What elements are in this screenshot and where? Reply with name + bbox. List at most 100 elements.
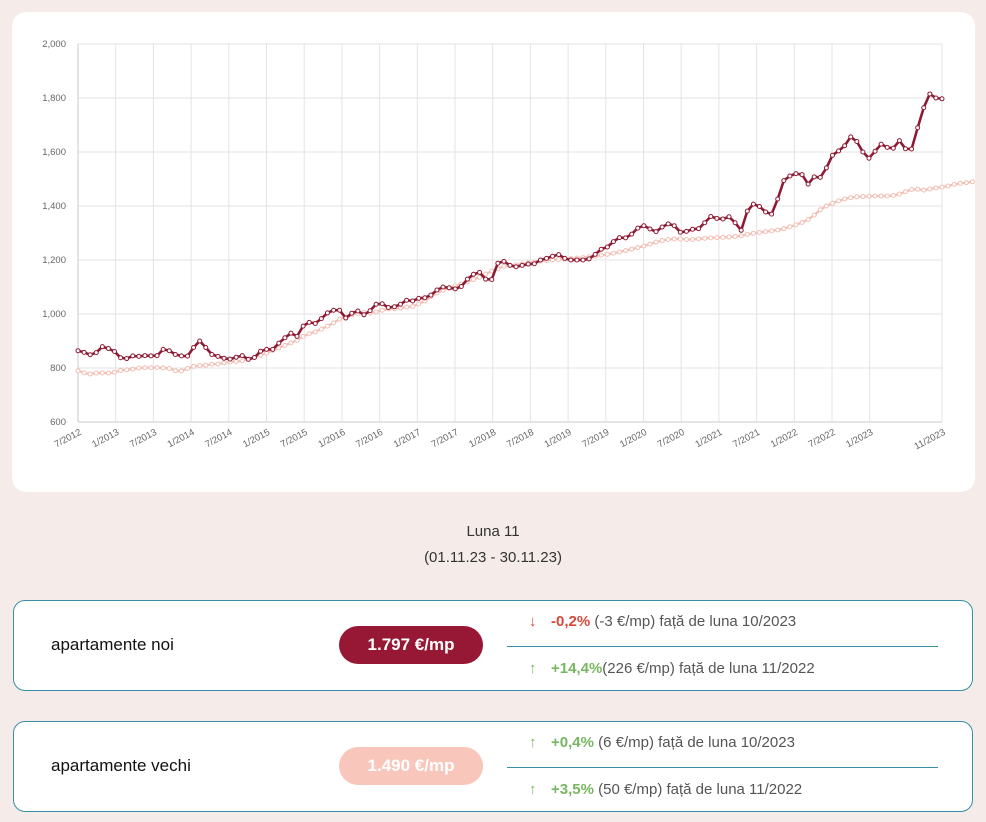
- y-tick-label: 1,600: [42, 147, 66, 158]
- data-point-apartamente_vechi: [501, 263, 507, 269]
- data-point-apartamente_noi: [829, 152, 835, 158]
- data-point-apartamente_vechi: [136, 365, 142, 371]
- data-point-apartamente_noi: [312, 320, 318, 326]
- data-point-apartamente_noi: [793, 171, 799, 177]
- arrow-up-icon: ↑: [529, 781, 537, 798]
- data-point-apartamente_noi: [531, 261, 537, 267]
- data-point-apartamente_vechi: [677, 236, 683, 242]
- data-point-apartamente_noi: [136, 353, 142, 359]
- data-point-apartamente_vechi: [793, 222, 799, 228]
- data-point-apartamente_noi: [306, 319, 312, 325]
- card-title: apartamente noi: [51, 635, 174, 654]
- data-point-apartamente_noi: [696, 226, 702, 232]
- new-apartments-card: apartamente noi 1.797 €/mp ↓ -0,2% (-3 €/…: [13, 600, 973, 691]
- data-point-apartamente_vechi: [373, 309, 379, 315]
- data-point-apartamente_noi: [775, 196, 781, 202]
- data-point-apartamente_vechi: [647, 241, 653, 247]
- yearly-change-percent: +3,5%: [551, 781, 594, 798]
- data-point-apartamente_noi: [239, 353, 245, 359]
- data-point-apartamente_noi: [884, 144, 890, 150]
- data-point-apartamente_noi: [781, 178, 787, 184]
- data-point-apartamente_noi: [203, 344, 209, 350]
- data-point-apartamente_noi: [324, 310, 330, 316]
- data-point-apartamente_vechi: [915, 186, 921, 192]
- data-point-apartamente_noi: [537, 257, 543, 263]
- data-point-apartamente_noi: [653, 229, 659, 235]
- data-point-apartamente_vechi: [829, 200, 835, 206]
- data-point-apartamente_noi: [513, 264, 519, 270]
- data-point-apartamente_vechi: [896, 191, 902, 197]
- data-point-apartamente_vechi: [379, 307, 385, 313]
- data-point-apartamente_vechi: [337, 316, 343, 322]
- data-point-apartamente_vechi: [130, 366, 136, 372]
- data-point-apartamente_vechi: [604, 251, 610, 257]
- data-point-apartamente_noi: [300, 323, 306, 329]
- yearly-change: ↑ +14,4%(226 €/mp) față de luna 11/2022: [529, 660, 815, 677]
- divider: [507, 767, 938, 768]
- x-tick-label: 7/2018: [505, 427, 536, 450]
- data-point-apartamente_noi: [288, 330, 294, 336]
- data-point-apartamente_vechi: [665, 236, 671, 242]
- data-point-apartamente_noi: [495, 260, 501, 266]
- data-point-apartamente_noi: [617, 235, 623, 241]
- data-point-apartamente_vechi: [951, 181, 957, 187]
- data-point-apartamente_noi: [112, 349, 118, 355]
- data-point-apartamente_noi: [99, 344, 105, 350]
- x-tick-label: 1/2014: [166, 427, 197, 450]
- data-point-apartamente_vechi: [610, 250, 616, 256]
- old-apartments-card: apartamente vechi 1.490 €/mp ↑ +0,4% (6 €…: [13, 721, 973, 812]
- data-point-apartamente_noi: [556, 252, 562, 258]
- data-point-apartamente_noi: [373, 301, 379, 307]
- data-point-apartamente_noi: [902, 146, 908, 152]
- data-point-apartamente_noi: [361, 312, 367, 318]
- series-line-apartamente_vechi: [77, 180, 973, 375]
- data-point-apartamente_vechi: [209, 361, 215, 367]
- data-point-apartamente_noi: [264, 346, 270, 352]
- data-point-apartamente_vechi: [714, 235, 720, 241]
- data-point-apartamente_noi: [452, 286, 458, 292]
- data-point-apartamente_vechi: [185, 366, 191, 372]
- data-point-apartamente_noi: [379, 301, 385, 307]
- data-point-apartamente_vechi: [81, 370, 87, 376]
- data-point-apartamente_vechi: [312, 329, 318, 335]
- data-point-apartamente_vechi: [909, 187, 915, 193]
- data-point-apartamente_noi: [823, 165, 829, 171]
- data-point-apartamente_vechi: [124, 367, 130, 373]
- data-point-apartamente_vechi: [470, 276, 476, 282]
- data-point-apartamente_noi: [592, 251, 598, 257]
- data-point-apartamente_vechi: [884, 193, 890, 199]
- data-point-apartamente_vechi: [93, 370, 99, 376]
- data-point-apartamente_noi: [118, 355, 124, 361]
- data-point-apartamente_noi: [458, 283, 464, 289]
- data-point-apartamente_noi: [148, 353, 154, 359]
- data-point-apartamente_vechi: [629, 246, 635, 252]
- data-point-apartamente_noi: [446, 285, 452, 291]
- data-point-apartamente_vechi: [233, 359, 239, 365]
- monthly-change-percent: -0,2%: [551, 613, 591, 630]
- data-point-apartamente_noi: [349, 310, 355, 316]
- x-tick-label: 7/2012: [53, 427, 84, 450]
- data-point-apartamente_noi: [258, 348, 264, 354]
- data-point-apartamente_noi: [580, 257, 586, 263]
- y-tick-label: 1,800: [42, 93, 66, 104]
- data-point-apartamente_noi: [464, 276, 470, 282]
- data-point-apartamente_vechi: [720, 234, 726, 240]
- data-point-apartamente_noi: [805, 181, 811, 187]
- data-point-apartamente_vechi: [957, 180, 963, 186]
- data-point-apartamente_vechi: [823, 203, 829, 209]
- data-point-apartamente_noi: [318, 316, 324, 322]
- data-point-apartamente_vechi: [927, 186, 933, 192]
- data-point-apartamente_vechi: [598, 252, 604, 258]
- data-point-apartamente_noi: [683, 228, 689, 234]
- data-point-apartamente_noi: [525, 261, 531, 267]
- arrow-up-icon: ↑: [529, 734, 537, 751]
- y-tick-label: 1,200: [42, 255, 66, 266]
- data-point-apartamente_vechi: [166, 366, 172, 372]
- data-point-apartamente_vechi: [318, 326, 324, 332]
- data-point-apartamente_noi: [355, 308, 361, 314]
- series-line-apartamente_noi: [77, 92, 943, 361]
- period-range: (01.11.23 - 30.11.23): [424, 549, 562, 566]
- card-title: apartamente vechi: [51, 756, 191, 775]
- data-point-apartamente_noi: [209, 352, 215, 357]
- data-point-apartamente_noi: [623, 235, 629, 241]
